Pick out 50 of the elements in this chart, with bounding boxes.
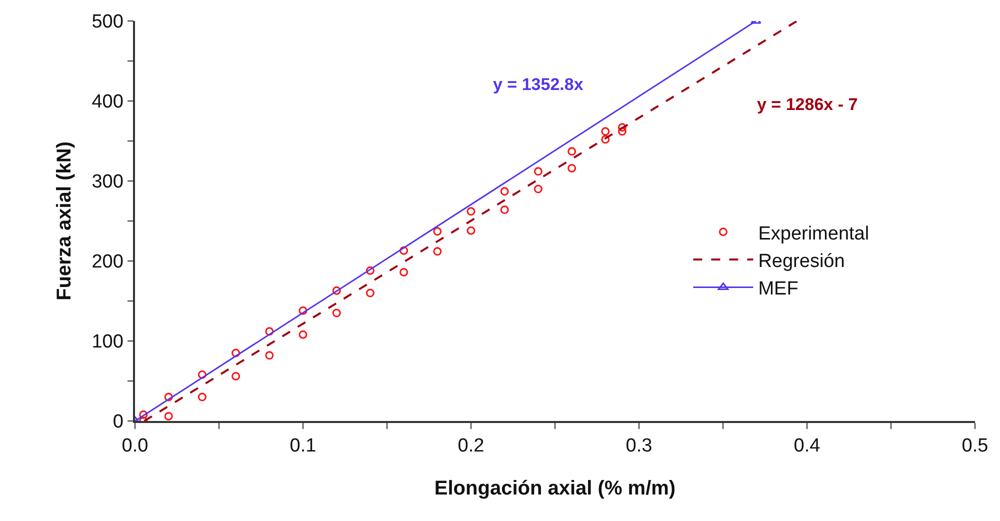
x-tick-label: 0.4 xyxy=(794,436,821,457)
point xyxy=(466,226,476,235)
point xyxy=(164,412,173,420)
y-tick-label: 500 xyxy=(92,12,124,33)
point xyxy=(298,306,308,315)
point xyxy=(400,268,408,276)
point xyxy=(366,266,374,275)
annotation: y = 1352.8x xyxy=(493,75,584,94)
point xyxy=(164,392,173,402)
x-tick-label: 0.1 xyxy=(290,436,316,457)
point xyxy=(500,206,509,214)
point xyxy=(601,135,610,144)
y-tick-label: 100 xyxy=(92,332,124,353)
annotation: y = 1286x - 7 xyxy=(757,95,858,114)
point xyxy=(618,123,626,132)
point xyxy=(433,247,442,256)
y-axis-title: Fuerza axial (kN) xyxy=(54,142,76,300)
x-axis-title: Elongación axial (% m/m) xyxy=(434,478,676,500)
x-tick-label: 0.3 xyxy=(626,436,652,457)
point xyxy=(265,351,274,360)
point xyxy=(618,127,626,136)
point xyxy=(466,207,476,216)
y-tick-label: 0 xyxy=(112,412,124,433)
legend-label: Regresión xyxy=(758,250,845,272)
point xyxy=(298,330,308,339)
point xyxy=(534,184,542,194)
y-tick-label: 400 xyxy=(92,92,124,113)
point xyxy=(433,227,442,236)
point xyxy=(601,127,610,136)
y-tick-label: 300 xyxy=(92,172,124,193)
point xyxy=(500,187,509,196)
point xyxy=(568,147,576,156)
point xyxy=(232,348,240,358)
x-tick-label: 0.2 xyxy=(458,436,484,457)
legend-label: Experimental xyxy=(758,223,870,244)
point xyxy=(366,288,374,298)
point xyxy=(198,370,206,379)
point xyxy=(568,164,576,172)
point xyxy=(400,246,408,255)
point xyxy=(139,410,148,419)
point xyxy=(332,308,341,318)
y-tick-label: 200 xyxy=(92,252,124,273)
point xyxy=(232,372,240,380)
point xyxy=(198,392,206,402)
x-tick-label: 0.0 xyxy=(122,436,148,457)
point xyxy=(534,167,542,176)
point xyxy=(332,286,341,295)
x-tick-label: 0.5 xyxy=(962,436,988,457)
point xyxy=(265,327,274,336)
legend-label: MEF xyxy=(758,278,798,300)
